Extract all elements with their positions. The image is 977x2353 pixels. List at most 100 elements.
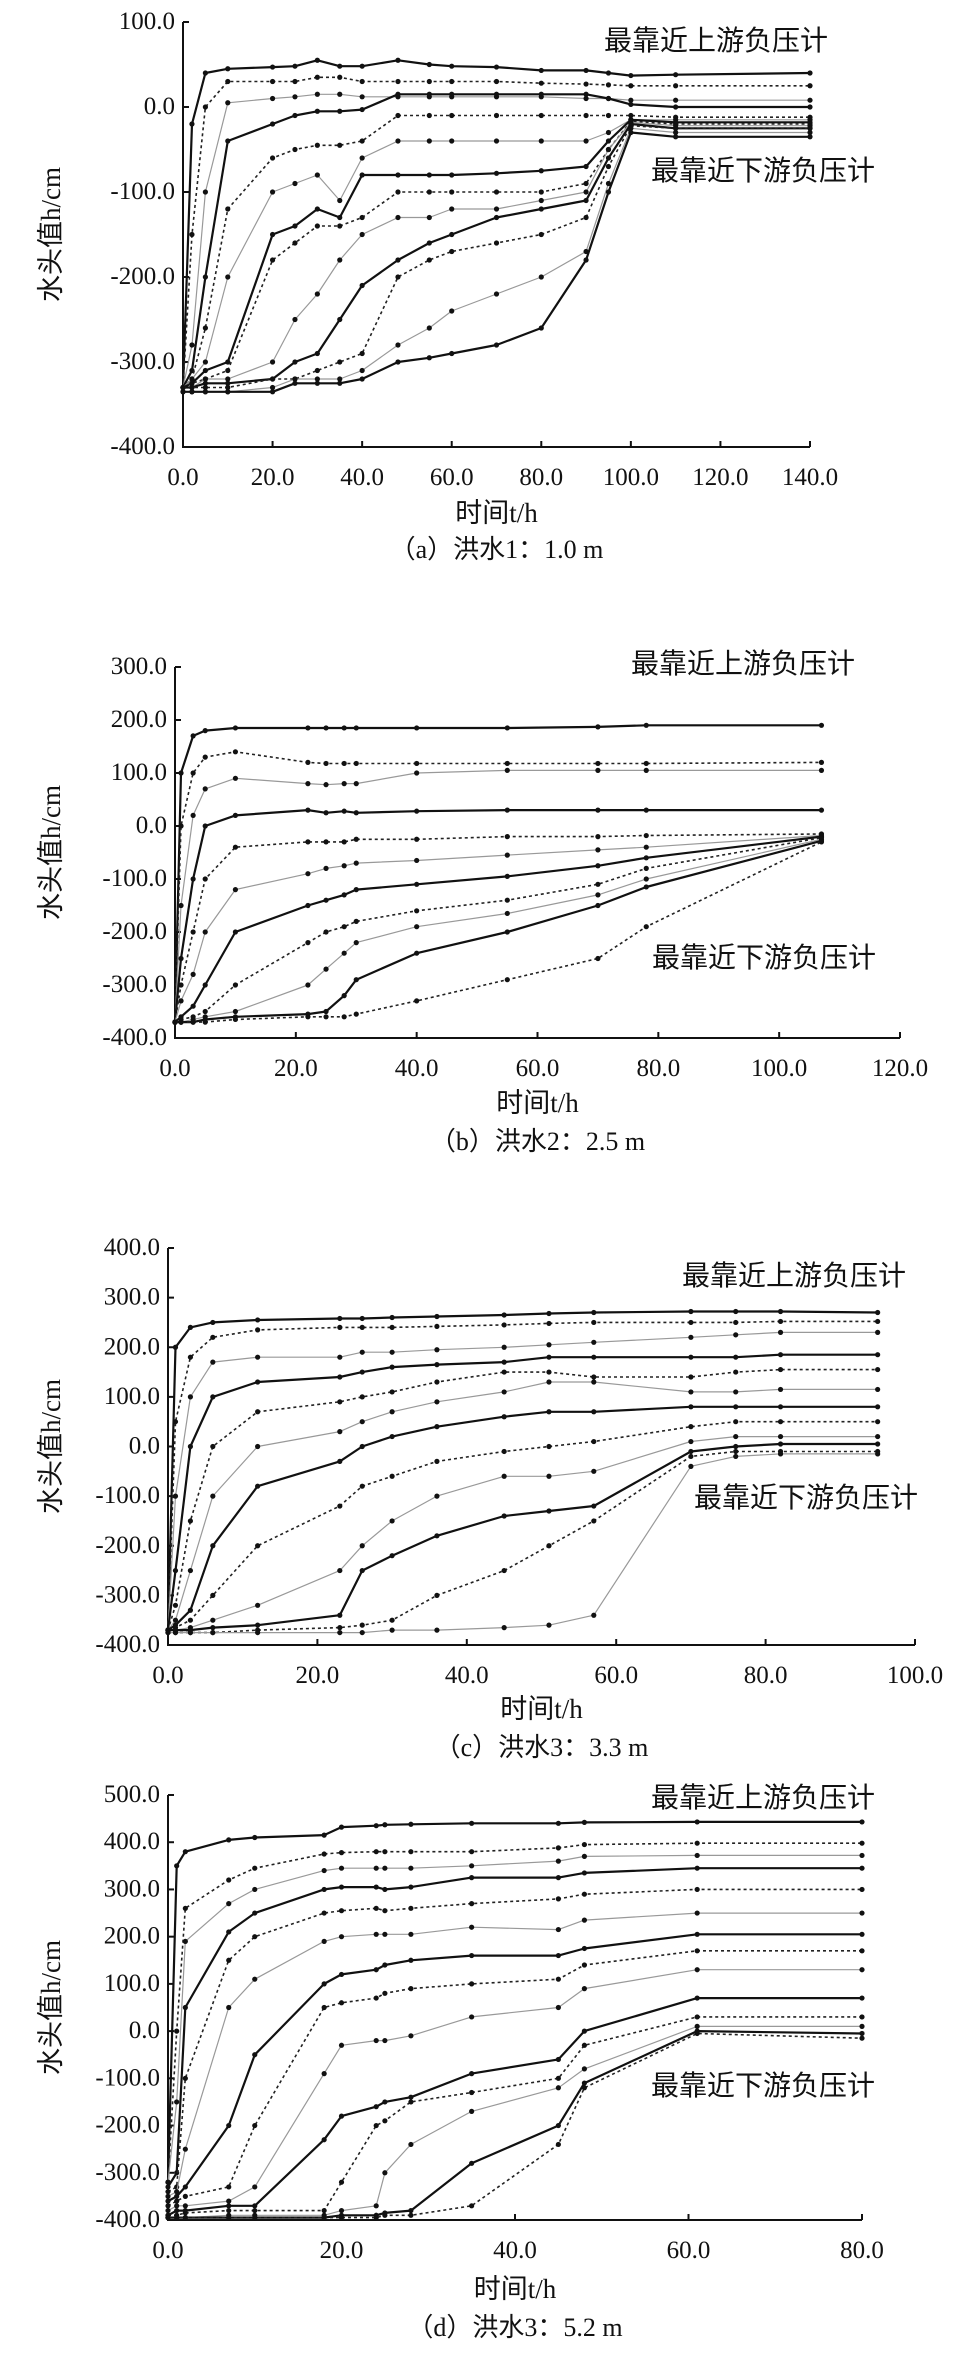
data-point [408, 1986, 414, 1992]
data-point [321, 1851, 327, 1857]
upstream-annotation: 最靠近上游负压计 [604, 25, 828, 57]
data-point [382, 1822, 388, 1828]
data-point [733, 1389, 739, 1395]
data-point [591, 1468, 597, 1474]
data-point [583, 180, 589, 187]
data-point [202, 376, 208, 382]
data-point [255, 1602, 261, 1608]
data-point [777, 1441, 784, 1447]
y-tick-label: -400.0 [102, 1024, 167, 1051]
data-point [341, 760, 347, 767]
data-point [210, 1493, 216, 1499]
series-line [168, 1435, 878, 1631]
data-point [187, 1394, 194, 1400]
data-point [733, 1319, 739, 1326]
data-point [382, 2118, 388, 2124]
chart-2: 400.0 300.0 200.0 100.0 0.0 -100.0 -200.0 -300.… [36, 1234, 943, 1762]
data-point [225, 206, 231, 212]
data-point [414, 998, 420, 1004]
data-point [359, 350, 365, 357]
data-point [338, 1824, 345, 1830]
data-point [628, 112, 634, 119]
data-point [605, 180, 612, 187]
data-point [359, 376, 365, 382]
series-line [167, 1933, 862, 2203]
data-point [373, 2104, 379, 2110]
data-point [777, 1451, 784, 1457]
data-point [818, 722, 825, 728]
data-point [395, 78, 401, 85]
x-axis-label: 时间t/h [474, 2274, 557, 2304]
data-point [628, 125, 634, 131]
data-point [449, 231, 455, 238]
data-point [694, 1865, 700, 1871]
x-axis-label: 时间t/h [496, 1088, 579, 1118]
data-point [555, 2004, 561, 2011]
data-point [292, 112, 298, 119]
data-point [353, 940, 359, 946]
y-tick-label: -200.0 [95, 2112, 160, 2139]
data-point [546, 1543, 552, 1549]
data-point [859, 2035, 865, 2041]
data-point [337, 214, 343, 221]
data-point [643, 876, 649, 882]
data-point [501, 1567, 507, 1574]
data-point [501, 1322, 507, 1328]
data-point [305, 940, 311, 946]
data-point [202, 367, 208, 374]
data-point [252, 2184, 258, 2190]
y-tick-label: 100.0 [104, 1970, 160, 1997]
data-point [202, 823, 208, 829]
data-point [202, 380, 208, 386]
y-tick-label: 300.0 [111, 653, 167, 680]
data-point [501, 1359, 507, 1365]
data-point [337, 63, 343, 69]
data-point [321, 1886, 327, 1893]
data-point [305, 839, 311, 845]
data-point [493, 170, 500, 176]
x-tick-label: 0.0 [159, 1055, 190, 1082]
data-point [807, 104, 813, 110]
data-point [595, 847, 601, 853]
data-point [688, 1438, 694, 1445]
y-tick-label: -300.0 [102, 971, 167, 998]
data-point [269, 189, 276, 195]
y-tick-label: 200.0 [104, 1333, 160, 1360]
series-line [166, 1310, 878, 1631]
data-point [359, 1315, 365, 1322]
data-point [187, 1354, 194, 1360]
data-point [172, 1602, 179, 1608]
data-point [174, 2193, 180, 2199]
data-point [434, 1458, 440, 1464]
data-point [859, 1886, 865, 1893]
data-point [538, 274, 544, 280]
data-point [546, 1342, 552, 1348]
data-point [178, 770, 184, 776]
data-point [469, 1901, 475, 1907]
data-point [469, 1875, 475, 1881]
data-point [210, 1359, 216, 1365]
data-point [408, 2141, 414, 2148]
data-point [501, 1448, 507, 1455]
data-point [493, 78, 500, 85]
data-point [269, 95, 276, 102]
data-point [338, 2000, 345, 2006]
data-point [305, 982, 311, 988]
y-tick-label: -300.0 [95, 1581, 160, 1608]
data-point [688, 1354, 694, 1360]
data-point [389, 1324, 395, 1330]
data-point [389, 1389, 395, 1395]
data-point [583, 95, 589, 102]
data-point [688, 1448, 694, 1455]
data-point [501, 1414, 507, 1420]
data-point [538, 197, 544, 204]
series-line [167, 1996, 862, 2217]
upstream-annotation: 最靠近上游负压计 [682, 1260, 906, 1292]
data-point [688, 1424, 694, 1430]
data-point [292, 223, 298, 229]
data-point [178, 823, 184, 829]
data-point [210, 1443, 216, 1450]
data-point [449, 112, 455, 119]
data-point [382, 2037, 388, 2044]
data-point [818, 807, 825, 813]
